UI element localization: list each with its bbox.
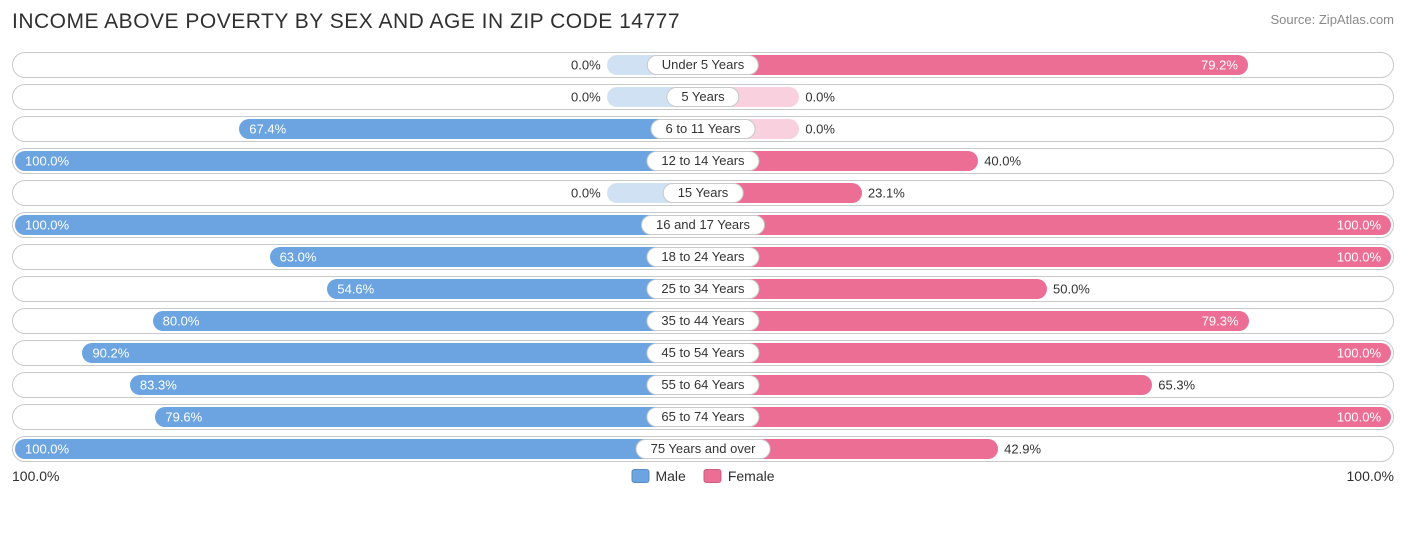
male-value: 80.0% (163, 314, 200, 329)
category-label: 65 to 74 Years (646, 407, 759, 427)
male-bar (155, 407, 703, 427)
male-value: 90.2% (92, 346, 129, 361)
category-label: 16 and 17 Years (641, 215, 765, 235)
male-value: 63.0% (280, 250, 317, 265)
male-bar (153, 311, 703, 331)
male-value: 100.0% (25, 442, 69, 457)
category-label: 25 to 34 Years (646, 279, 759, 299)
male-value: 79.6% (165, 410, 202, 425)
female-bar (703, 311, 1249, 331)
chart-row: 100.0% 42.9% 75 Years and over (12, 436, 1394, 462)
chart-row: 100.0% 100.0% 16 and 17 Years (12, 212, 1394, 238)
chart-header: INCOME ABOVE POVERTY BY SEX AND AGE IN Z… (12, 10, 1394, 34)
male-value: 0.0% (571, 90, 601, 105)
category-label: Under 5 Years (647, 55, 759, 75)
legend-female: Female (704, 468, 775, 484)
female-value: 0.0% (805, 90, 835, 105)
male-bar (15, 151, 703, 171)
male-value: 67.4% (249, 122, 286, 137)
female-value: 100.0% (1337, 250, 1381, 265)
male-value: 0.0% (571, 186, 601, 201)
female-value: 65.3% (1158, 378, 1195, 393)
female-value: 100.0% (1337, 346, 1381, 361)
chart-source: Source: ZipAtlas.com (1270, 10, 1394, 27)
female-value: 79.2% (1201, 58, 1238, 73)
chart-row: 0.0% 23.1% 15 Years (12, 180, 1394, 206)
male-bar (15, 439, 703, 459)
chart-title: INCOME ABOVE POVERTY BY SEX AND AGE IN Z… (12, 10, 680, 34)
female-bar (703, 55, 1248, 75)
chart-row: 100.0% 40.0% 12 to 14 Years (12, 148, 1394, 174)
category-label: 55 to 64 Years (646, 375, 759, 395)
chart-row: 79.6% 100.0% 65 to 74 Years (12, 404, 1394, 430)
chart-row: 0.0% 0.0% 5 Years (12, 84, 1394, 110)
male-value: 83.3% (140, 378, 177, 393)
female-value: 42.9% (1004, 442, 1041, 457)
chart-row: 67.4% 0.0% 6 to 11 Years (12, 116, 1394, 142)
female-bar (703, 375, 1152, 395)
chart-row: 54.6% 50.0% 25 to 34 Years (12, 276, 1394, 302)
female-bar (703, 407, 1391, 427)
legend-male-label: Male (655, 468, 685, 484)
category-label: 18 to 24 Years (646, 247, 759, 267)
male-bar (270, 247, 703, 267)
male-value: 100.0% (25, 218, 69, 233)
female-value: 0.0% (805, 122, 835, 137)
category-label: 6 to 11 Years (651, 119, 756, 139)
category-label: 35 to 44 Years (646, 311, 759, 331)
category-label: 45 to 54 Years (646, 343, 759, 363)
category-label: 12 to 14 Years (646, 151, 759, 171)
male-value: 54.6% (337, 282, 374, 297)
category-label: 15 Years (663, 183, 744, 203)
legend-male-swatch (631, 469, 649, 483)
category-label: 5 Years (666, 87, 739, 107)
male-bar (82, 343, 703, 363)
chart-footer: 100.0% Male Female 100.0% (12, 468, 1394, 490)
legend-male: Male (631, 468, 685, 484)
male-value: 100.0% (25, 154, 69, 169)
male-bar (239, 119, 703, 139)
female-value: 40.0% (984, 154, 1021, 169)
female-value: 100.0% (1337, 218, 1381, 233)
female-bar (703, 247, 1391, 267)
axis-right-label: 100.0% (1347, 468, 1394, 484)
category-label: 75 Years and over (636, 439, 771, 459)
legend-female-label: Female (728, 468, 775, 484)
male-bar (130, 375, 703, 395)
chart-row: 63.0% 100.0% 18 to 24 Years (12, 244, 1394, 270)
chart-row: 80.0% 79.3% 35 to 44 Years (12, 308, 1394, 334)
female-value: 50.0% (1053, 282, 1090, 297)
female-value: 100.0% (1337, 410, 1381, 425)
male-value: 0.0% (571, 58, 601, 73)
chart-row: 0.0% 79.2% Under 5 Years (12, 52, 1394, 78)
male-bar (15, 215, 703, 235)
female-bar (703, 343, 1391, 363)
chart-row: 83.3% 65.3% 55 to 64 Years (12, 372, 1394, 398)
female-bar (703, 215, 1391, 235)
legend: Male Female (631, 468, 774, 484)
female-value: 79.3% (1202, 314, 1239, 329)
axis-left-label: 100.0% (12, 468, 59, 484)
chart-row: 90.2% 100.0% 45 to 54 Years (12, 340, 1394, 366)
legend-female-swatch (704, 469, 722, 483)
female-value: 23.1% (868, 186, 905, 201)
diverging-bar-chart: INCOME ABOVE POVERTY BY SEX AND AGE IN Z… (0, 0, 1406, 498)
chart-rows: 0.0% 79.2% Under 5 Years 0.0% 0.0% 5 Years 67.… (12, 52, 1394, 462)
